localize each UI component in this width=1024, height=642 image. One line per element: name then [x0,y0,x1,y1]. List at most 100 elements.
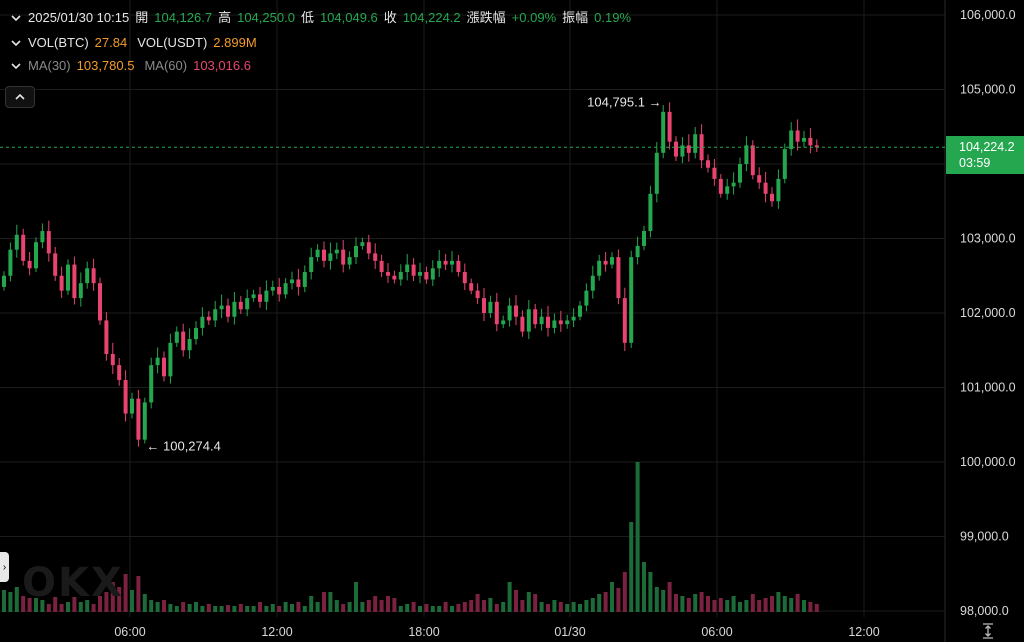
x-tick-label: 12:00 [848,625,879,639]
candle-body [616,257,621,299]
volume-bar [277,606,282,612]
chevron-down-icon[interactable] [10,37,22,49]
candle-body [296,279,301,287]
volume-bar [718,598,723,612]
axis-scale-button[interactable] [978,622,998,640]
y-tick-label: 98,000.0 [960,604,1009,618]
chevron-down-icon[interactable] [10,60,22,72]
candle-body [219,305,224,310]
volume-bar [379,600,384,612]
candle-body [162,357,166,377]
candle-body [98,283,102,321]
candle-body [46,231,51,254]
candle-body [667,111,672,142]
candle-body [776,178,781,202]
candle-body [366,242,371,254]
candle-body [731,182,736,187]
candle-body [469,283,474,291]
volume-bar [443,602,448,612]
volume-bar [469,600,474,612]
candle-body [379,260,384,273]
candle-body [245,298,250,310]
volume-bar [187,604,192,612]
candle-body [27,260,32,269]
candle-body [482,298,486,313]
volume-bar [456,604,461,612]
volume-bar [149,600,154,612]
volume-bar [770,596,774,612]
volume-bar [136,576,141,612]
candle-body [354,245,358,258]
y-tick-label: 106,000.0 [960,8,1016,22]
candle-body [725,186,730,194]
candle-body [14,234,19,250]
collapse-legend-button[interactable] [5,86,35,108]
candle-body [443,260,448,265]
volume-bar [181,602,186,612]
side-panel-toggle[interactable]: › [0,552,9,582]
vol-usdt-value: 2.899M [213,35,257,50]
candle-body [763,182,768,194]
candle-body [290,279,294,284]
volume-bar [315,602,320,612]
volume-bar [85,600,90,612]
candle-body [686,145,691,153]
volume-bar [104,592,109,612]
volume-bar [40,600,45,612]
volume-bar [450,606,454,612]
low-value: 104,049.6 [319,10,378,25]
volume-bar [526,592,531,612]
candle-body [450,260,454,265]
volume-bar [117,587,122,612]
x-tick-label: 18:00 [408,625,439,639]
volume-bar [552,600,557,612]
volume-bar [245,606,250,612]
candle-body [757,175,762,183]
candle-body [808,137,813,146]
x-tick-label: 01/30 [554,625,585,639]
close-value: 104,224.2 [402,10,461,25]
y-tick-label: 105,000.0 [960,83,1016,97]
volume-bar [514,590,518,612]
volume-bar [130,590,134,612]
candle-body [488,301,493,313]
volume-bar [642,562,646,612]
candle-body [635,245,640,258]
volume-bar [539,602,544,612]
volume-bar [290,604,294,612]
chevron-up-icon [15,93,25,100]
ma30-value: 103,780.5 [76,58,135,73]
volume-bar [654,587,659,612]
volume-bar [226,605,230,612]
volume-bar [795,594,800,612]
volume-bar [597,594,602,612]
candle-body [648,193,653,232]
volume-bar [341,604,346,612]
candle-body [603,260,608,265]
candle-body [136,398,141,440]
volume-bar [21,596,26,612]
candle-body [789,130,794,150]
candle-body [411,264,416,276]
y-tick-label: 100,000.0 [960,455,1016,469]
volume-bar [418,606,422,612]
candle-body [590,275,595,291]
volume-bar [213,606,218,612]
volume-bar [437,606,442,612]
volume-bar [392,598,397,612]
candle-countdown: 03:59 [959,156,991,170]
chevron-down-icon[interactable] [10,12,22,24]
candle-body [539,316,544,325]
volume-bar [373,596,378,612]
volume-bar [328,592,333,612]
candle-body [155,357,160,366]
volume-bar [782,596,787,612]
change-value: +0.09% [511,10,557,25]
volume-bar [270,604,275,612]
volume-bar [725,600,730,612]
volume-bar [110,582,115,612]
volume-bar [251,606,256,612]
volume-bar [699,592,704,612]
candle-body [34,242,38,269]
